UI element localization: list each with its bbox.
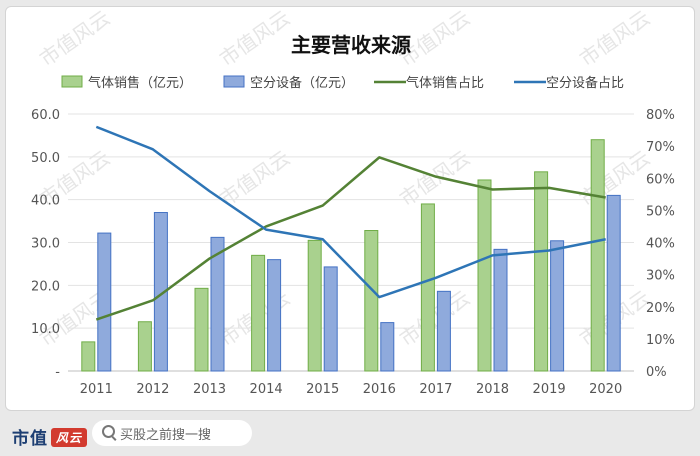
y-left-tick-label: 20.0 bbox=[31, 279, 60, 294]
search-icon bbox=[102, 425, 115, 438]
y-left-tick-label: 40.0 bbox=[31, 194, 60, 209]
x-tick-label: 2020 bbox=[589, 382, 622, 397]
y-left-tick-label: 60.0 bbox=[31, 108, 60, 123]
watermark-text: 市值风云 bbox=[35, 7, 114, 71]
watermark-text: 市值风云 bbox=[215, 146, 294, 212]
y-right-tick-label: 50% bbox=[646, 204, 675, 219]
x-tick-label: 2011 bbox=[80, 382, 113, 397]
bar-air-separation bbox=[606, 194, 621, 372]
bar-air-separation bbox=[380, 322, 395, 372]
search-box[interactable]: 买股之前搜一搜 bbox=[92, 420, 252, 446]
watermark-text: 市值风云 bbox=[215, 7, 294, 71]
y-right-tick-label: 60% bbox=[646, 172, 675, 187]
bar-air-separation bbox=[436, 290, 451, 372]
legend-label: 气体销售（亿元） bbox=[88, 75, 192, 91]
y-right-tick-label: 10% bbox=[646, 333, 675, 348]
y-right-tick-label: 30% bbox=[646, 269, 675, 284]
y-left-tick-label: - bbox=[55, 365, 60, 380]
legend-label: 空分设备（亿元） bbox=[250, 75, 354, 91]
x-tick-label: 2016 bbox=[363, 382, 396, 397]
bar-air-separation bbox=[267, 259, 282, 372]
brand-mark: 风云 bbox=[51, 428, 88, 447]
brand-logo[interactable]: 市值 风云 bbox=[12, 424, 88, 449]
footer-bar: 市值 风云 买股之前搜一搜 bbox=[0, 412, 700, 456]
y-left-tick-label: 10.0 bbox=[31, 322, 60, 337]
chart-card: 市值风云市值风云市值风云市值风云市值风云市值风云市值风云市值风云市值风云市值风云… bbox=[5, 6, 695, 411]
bar-gas-sales bbox=[590, 139, 605, 372]
bar-gas-sales bbox=[534, 171, 549, 372]
y-right-tick-label: 40% bbox=[646, 237, 675, 252]
bar-gas-sales bbox=[364, 230, 379, 372]
x-tick-label: 2012 bbox=[136, 382, 169, 397]
line-gas-share bbox=[95, 156, 606, 321]
y-right-tick-label: 70% bbox=[646, 140, 675, 155]
search-placeholder: 买股之前搜一搜 bbox=[120, 428, 212, 443]
y-right-tick-label: 80% bbox=[646, 108, 675, 123]
x-tick-label: 2014 bbox=[250, 382, 283, 397]
bar-air-separation bbox=[153, 212, 168, 372]
bar-air-separation bbox=[493, 248, 508, 372]
legend-swatch bbox=[61, 75, 83, 88]
y-left-tick-label: 30.0 bbox=[31, 237, 60, 252]
bar-gas-sales bbox=[251, 254, 266, 372]
x-tick-label: 2015 bbox=[306, 382, 339, 397]
bar-gas-sales bbox=[420, 203, 435, 372]
line-air-separation-share bbox=[95, 125, 606, 299]
x-tick-label: 2018 bbox=[476, 382, 509, 397]
x-tick-label: 2019 bbox=[533, 382, 566, 397]
watermark-text: 市值风云 bbox=[575, 7, 654, 71]
legend-swatch bbox=[223, 75, 245, 88]
legend-label: 气体销售占比 bbox=[406, 75, 484, 91]
chart-title: 主要营收来源 bbox=[291, 33, 411, 57]
bar-air-separation bbox=[323, 266, 338, 372]
bar-gas-sales bbox=[194, 287, 209, 372]
brand-name: 市值 bbox=[12, 429, 48, 449]
y-right-tick-label: 20% bbox=[646, 301, 675, 316]
chart: 市值风云市值风云市值风云市值风云市值风云市值风云市值风云市值风云市值风云市值风云… bbox=[31, 6, 675, 397]
bar-air-separation bbox=[550, 240, 565, 372]
bar-air-separation bbox=[210, 236, 225, 372]
bar-gas-sales bbox=[477, 179, 492, 372]
watermark-text: 市值风云 bbox=[395, 146, 474, 212]
legend-label: 空分设备占比 bbox=[546, 75, 624, 91]
x-tick-label: 2013 bbox=[193, 382, 226, 397]
bar-gas-sales bbox=[81, 341, 96, 372]
bar-gas-sales bbox=[137, 321, 152, 372]
bar-air-separation bbox=[97, 232, 112, 372]
y-left-tick-label: 50.0 bbox=[31, 151, 60, 166]
x-tick-label: 2017 bbox=[419, 382, 452, 397]
bar-gas-sales bbox=[307, 239, 322, 372]
y-right-tick-label: 0% bbox=[646, 365, 667, 380]
